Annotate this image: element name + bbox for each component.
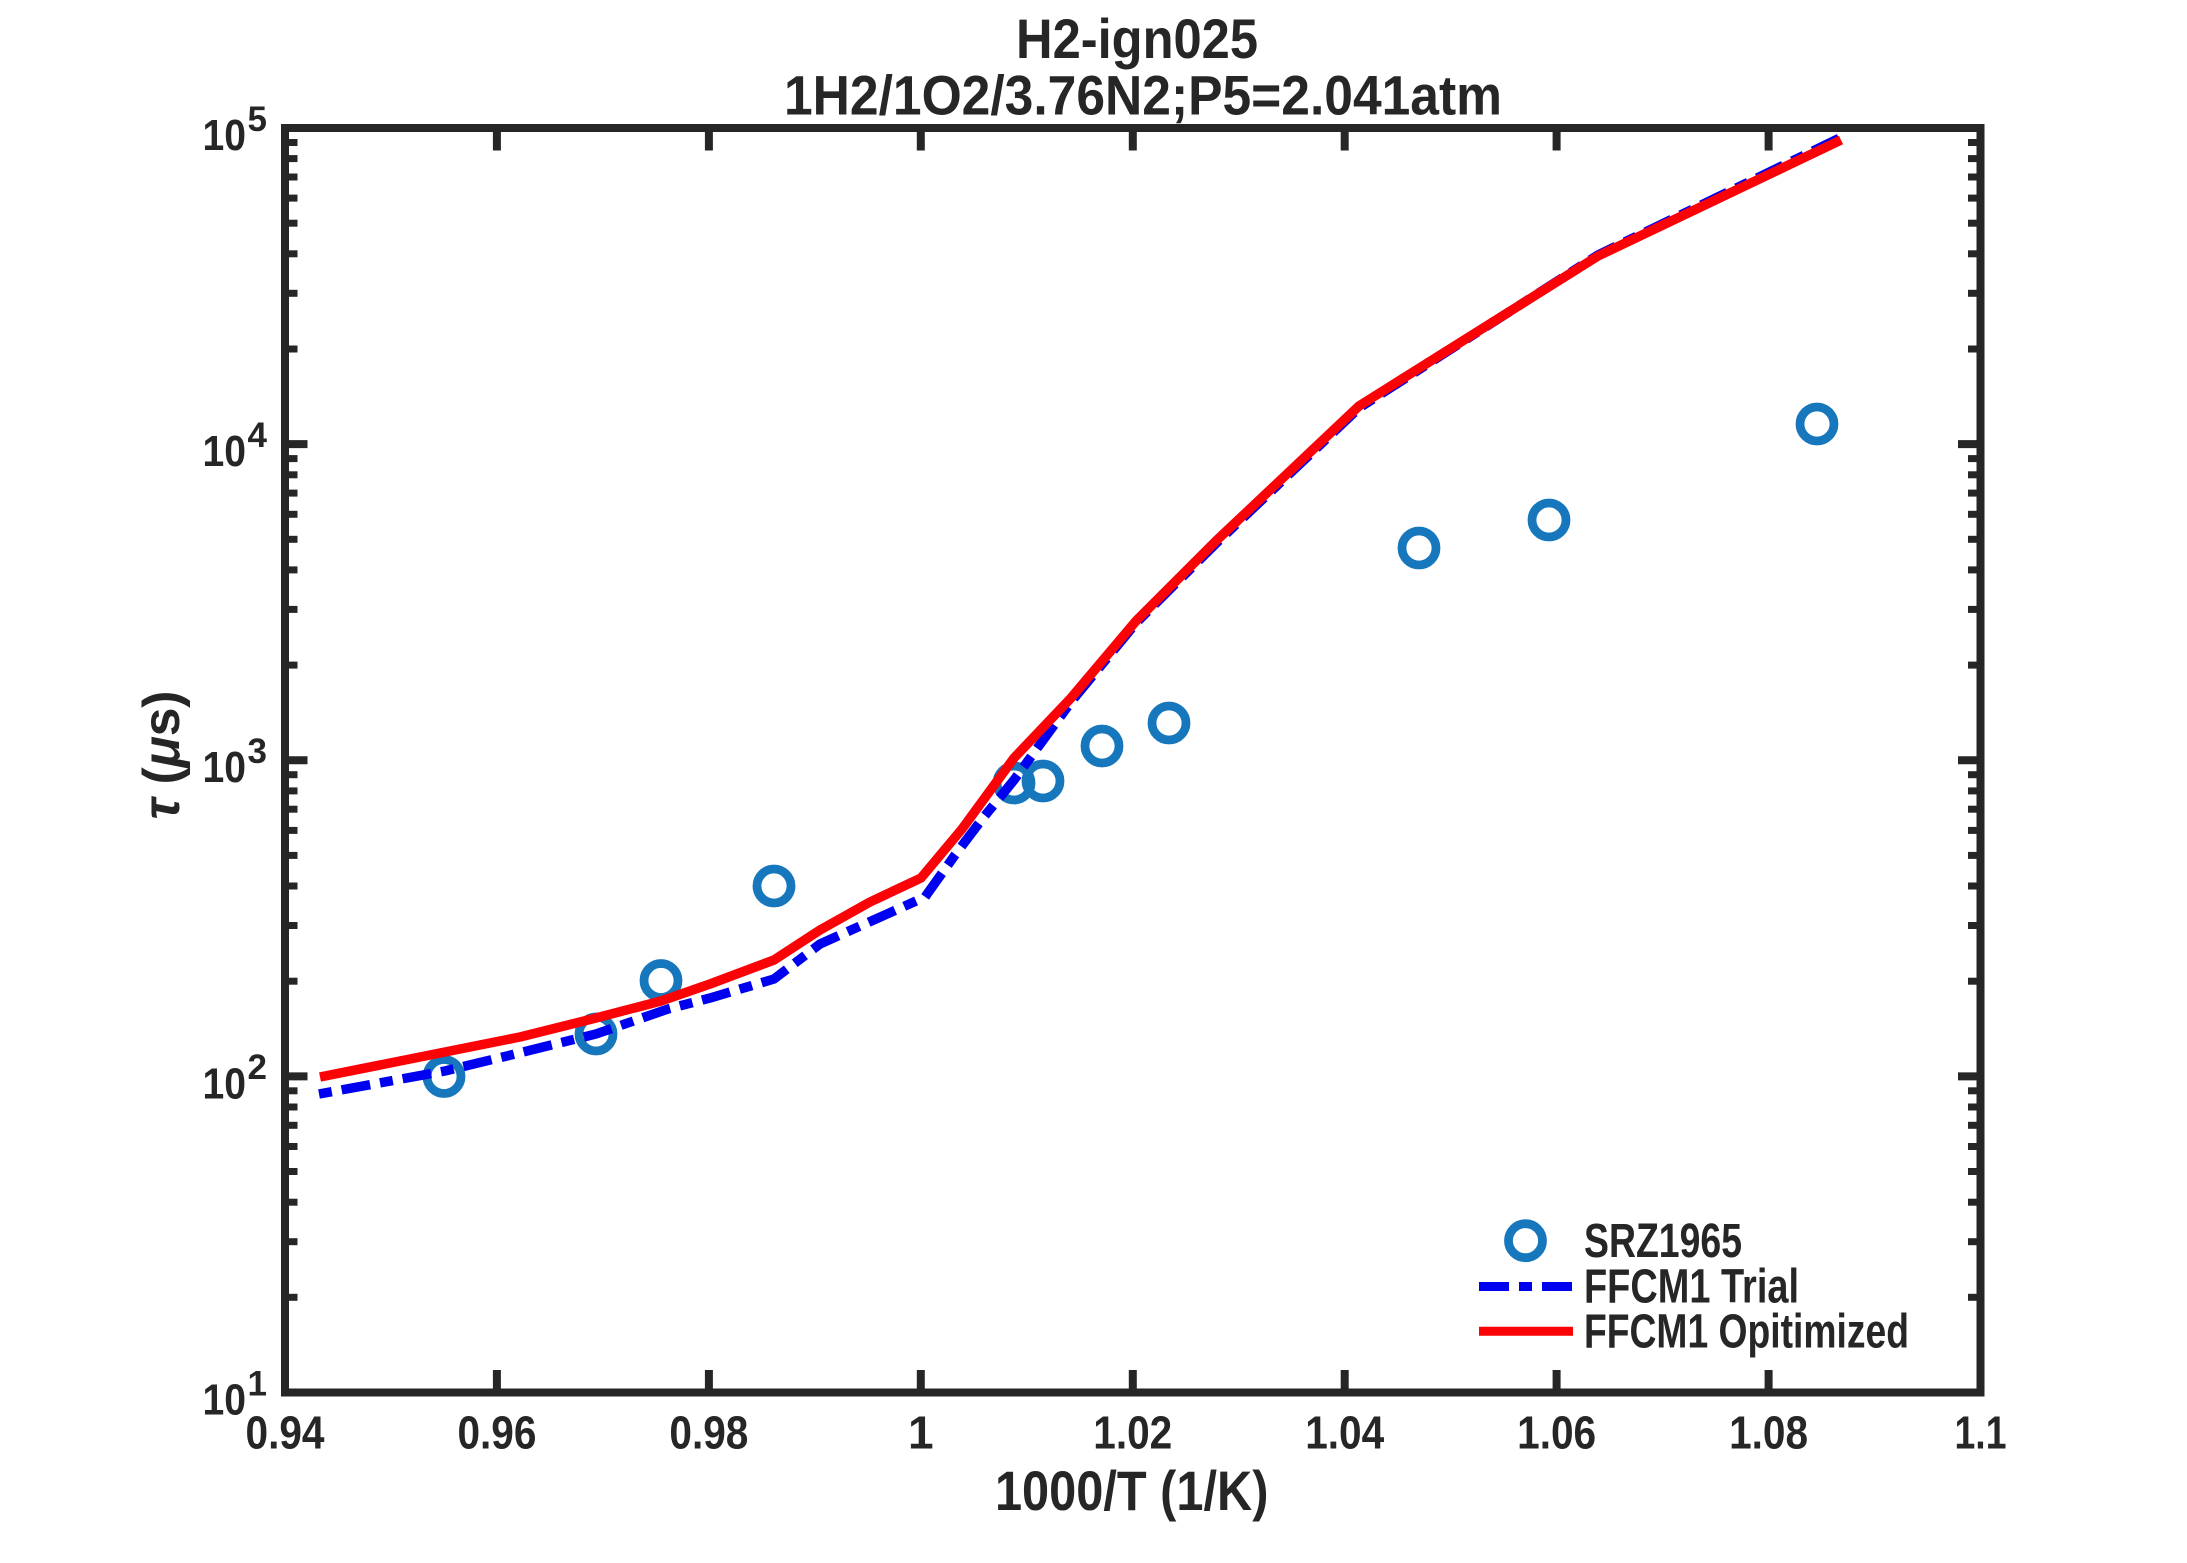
svg-text:1H2/1O2/3.76N2;P5=2.041atm: 1H2/1O2/3.76N2;P5=2.041atm [784, 64, 1502, 127]
svg-text:2: 2 [248, 1048, 267, 1087]
svg-text:1.1: 1.1 [1955, 1407, 2007, 1459]
svg-text:3: 3 [248, 732, 267, 771]
svg-text:FFCM1 Trial: FFCM1 Trial [1584, 1261, 1799, 1314]
svg-text:10: 10 [203, 111, 247, 160]
svg-text:1.02: 1.02 [1093, 1407, 1172, 1459]
svg-text:10: 10 [203, 427, 247, 476]
svg-text:10: 10 [203, 743, 247, 792]
svg-text:1.06: 1.06 [1517, 1407, 1596, 1459]
svg-text:1: 1 [908, 1407, 934, 1459]
svg-text:0.94: 0.94 [246, 1407, 325, 1459]
svg-text:τ (μs): τ (μs) [133, 691, 191, 820]
svg-text:0.98: 0.98 [669, 1407, 748, 1459]
svg-text:0.96: 0.96 [457, 1407, 536, 1459]
svg-text:4: 4 [248, 416, 268, 455]
svg-text:SRZ1965: SRZ1965 [1584, 1215, 1742, 1268]
svg-text:1.04: 1.04 [1305, 1407, 1384, 1459]
svg-text:10: 10 [203, 1059, 247, 1108]
svg-text:1000/T (1/K): 1000/T (1/K) [995, 1459, 1269, 1522]
svg-text:1.08: 1.08 [1729, 1407, 1808, 1459]
svg-text:FFCM1 Opitimized: FFCM1 Opitimized [1584, 1306, 1909, 1359]
svg-text:5: 5 [248, 100, 267, 139]
svg-text:1: 1 [248, 1364, 267, 1403]
svg-text:H2-ign025: H2-ign025 [1016, 7, 1258, 70]
svg-text:10: 10 [203, 1375, 247, 1424]
